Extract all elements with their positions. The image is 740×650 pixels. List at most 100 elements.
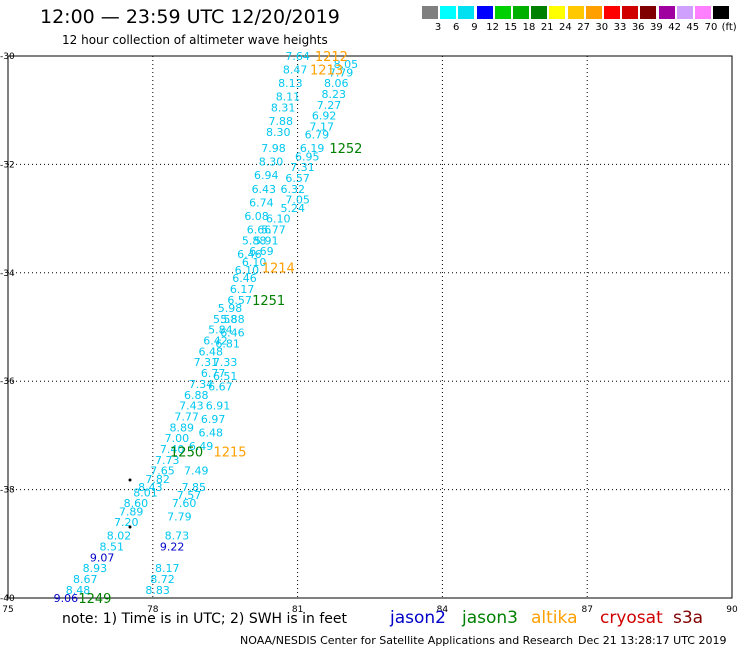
scale-swatch — [494, 6, 511, 19]
wave-height-value: 6.95 — [295, 150, 320, 163]
wave-height-value: 6.57 — [227, 294, 252, 307]
wave-height-value: 6.42 — [203, 335, 228, 348]
wave-height-value: 6.48 — [198, 345, 223, 358]
wave-height-value: 6.66 — [247, 223, 272, 236]
wave-height-value: 9.06 — [54, 592, 79, 605]
scale-swatch — [604, 6, 620, 19]
y-tick-label: -36 — [0, 377, 15, 387]
wave-height-value: 7.40 — [160, 443, 185, 456]
grid-lines — [8, 56, 732, 598]
wave-height-value: 7.31 — [194, 356, 219, 369]
wave-height-value: 6.79 — [305, 129, 330, 142]
track-id-label: 1214 — [262, 261, 295, 276]
wave-height-value: 7.85 — [182, 481, 207, 494]
track-marker — [128, 525, 132, 529]
y-tick-label: -30 — [0, 52, 15, 62]
scale-label: 6 — [453, 22, 460, 33]
scale-swatch — [567, 6, 584, 19]
scale-swatch — [713, 6, 730, 19]
scale-swatch — [440, 6, 457, 19]
wave-height-value: 6.46 — [220, 326, 245, 339]
track-id-label: 1250 — [170, 446, 203, 461]
scale-label: 27 — [577, 22, 590, 33]
y-tick-label: -40 — [0, 594, 15, 604]
wave-height-value: 8.89 — [170, 421, 195, 434]
wave-height-value: 6.32 — [281, 183, 306, 196]
x-tick-labels: 75 78 81 84 87 90 — [2, 605, 738, 615]
wave-height-value: 8.30 — [266, 126, 291, 139]
scale-swatch — [695, 6, 711, 19]
scale-swatch — [458, 6, 475, 19]
scale-label: 18 — [522, 22, 536, 33]
legend-altika: altika — [531, 608, 578, 628]
wave-height-value: 7.27 — [317, 99, 342, 112]
plot-frame — [7, 55, 733, 599]
scale-swatch — [549, 6, 566, 19]
wave-height-value: 8.31 — [271, 101, 296, 114]
wave-height-value: 6.49 — [189, 440, 214, 453]
wave-height-value: 6.92 — [312, 110, 337, 123]
scale-swatch — [531, 6, 548, 19]
wave-height-value: 7.57 — [177, 489, 202, 502]
wave-height-value: 8.48 — [66, 584, 91, 597]
scale-label: 39 — [650, 22, 663, 33]
scale-swatch — [622, 6, 639, 19]
wave-height-value: 6.57 — [285, 172, 310, 185]
wave-height-value: 6.17 — [230, 283, 255, 296]
wave-height-value: 7.17 — [309, 120, 334, 133]
wave-height-points: 7.64 8.05 8.47 7.79 8.13 8.06 8.11 8.23 8.31 7.27… — [54, 50, 358, 605]
scale-label: 30 — [595, 22, 609, 33]
y-tick-label: -34 — [0, 269, 15, 279]
wave-height-value: 7.33 — [213, 356, 238, 369]
wave-height-value: 8.01 — [133, 486, 158, 499]
scale-label: 24 — [559, 22, 572, 33]
wave-height-value: 8.83 — [145, 584, 170, 597]
wave-height-value: 6.10 — [242, 256, 267, 269]
wave-height-value: 8.23 — [322, 88, 347, 101]
page-title: 12:00 — 23:59 UTC 12/20/2019 — [40, 6, 340, 28]
scale-swatch — [513, 6, 529, 19]
scale-label: (ft) — [721, 22, 737, 33]
wave-height-value: 5.58 — [213, 313, 238, 326]
wave-height-value: 8.60 — [124, 497, 149, 510]
footer-date: Dec 21 13:28:17 UTC 2019 — [578, 634, 727, 647]
wave-height-value: 8.43 — [138, 481, 163, 494]
wave-height-value: 7.31 — [290, 161, 315, 174]
scale-label: 45 — [686, 22, 700, 33]
scale-swatch — [676, 6, 693, 19]
legend-jason2: jason2 — [390, 608, 446, 628]
wave-height-value: 9.22 — [160, 541, 185, 554]
footer-credit: NOAA/NESDIS Center for Satellite Applica… — [240, 634, 574, 647]
scale-label: 12 — [486, 22, 499, 33]
track-id-label: 1215 — [213, 446, 246, 461]
x-tick-label: 87 — [581, 605, 592, 615]
wave-height-value: 9.07 — [90, 551, 115, 564]
wave-height-value: 6.43 — [252, 183, 277, 196]
wave-height-value: 7.79 — [329, 66, 354, 79]
wave-height-value: 7.64 — [285, 50, 310, 63]
scale-label: 9 — [471, 22, 478, 33]
wave-height-value: 8.30 — [259, 156, 284, 169]
wave-height-value: 7.77 — [174, 410, 199, 423]
scale-label: 21 — [540, 22, 554, 33]
x-tick-label: 75 — [2, 605, 13, 615]
track-marker — [128, 478, 132, 482]
wave-height-value: 5.88 — [220, 313, 245, 326]
track-id-label: 1212 — [315, 50, 348, 65]
wave-height-value: 7.98 — [261, 142, 286, 155]
wave-height-value: 8.93 — [83, 562, 108, 575]
wave-height-value: 8.51 — [100, 541, 125, 554]
wave-height-value: 8.06 — [324, 77, 349, 90]
x-tick-label: 90 — [726, 605, 738, 615]
wave-height-value: 6.10 — [235, 264, 260, 277]
scale-swatch — [422, 6, 438, 19]
wave-height-value: 7.20 — [114, 516, 139, 529]
legend-cryosat: cryosat — [600, 608, 663, 628]
scale-swatch — [585, 6, 602, 19]
wave-height-value: 7.89 — [119, 505, 144, 518]
wave-height-value: 8.05 — [334, 58, 359, 71]
x-tick-label: 84 — [437, 605, 449, 615]
scale-label: 3 — [434, 22, 442, 33]
